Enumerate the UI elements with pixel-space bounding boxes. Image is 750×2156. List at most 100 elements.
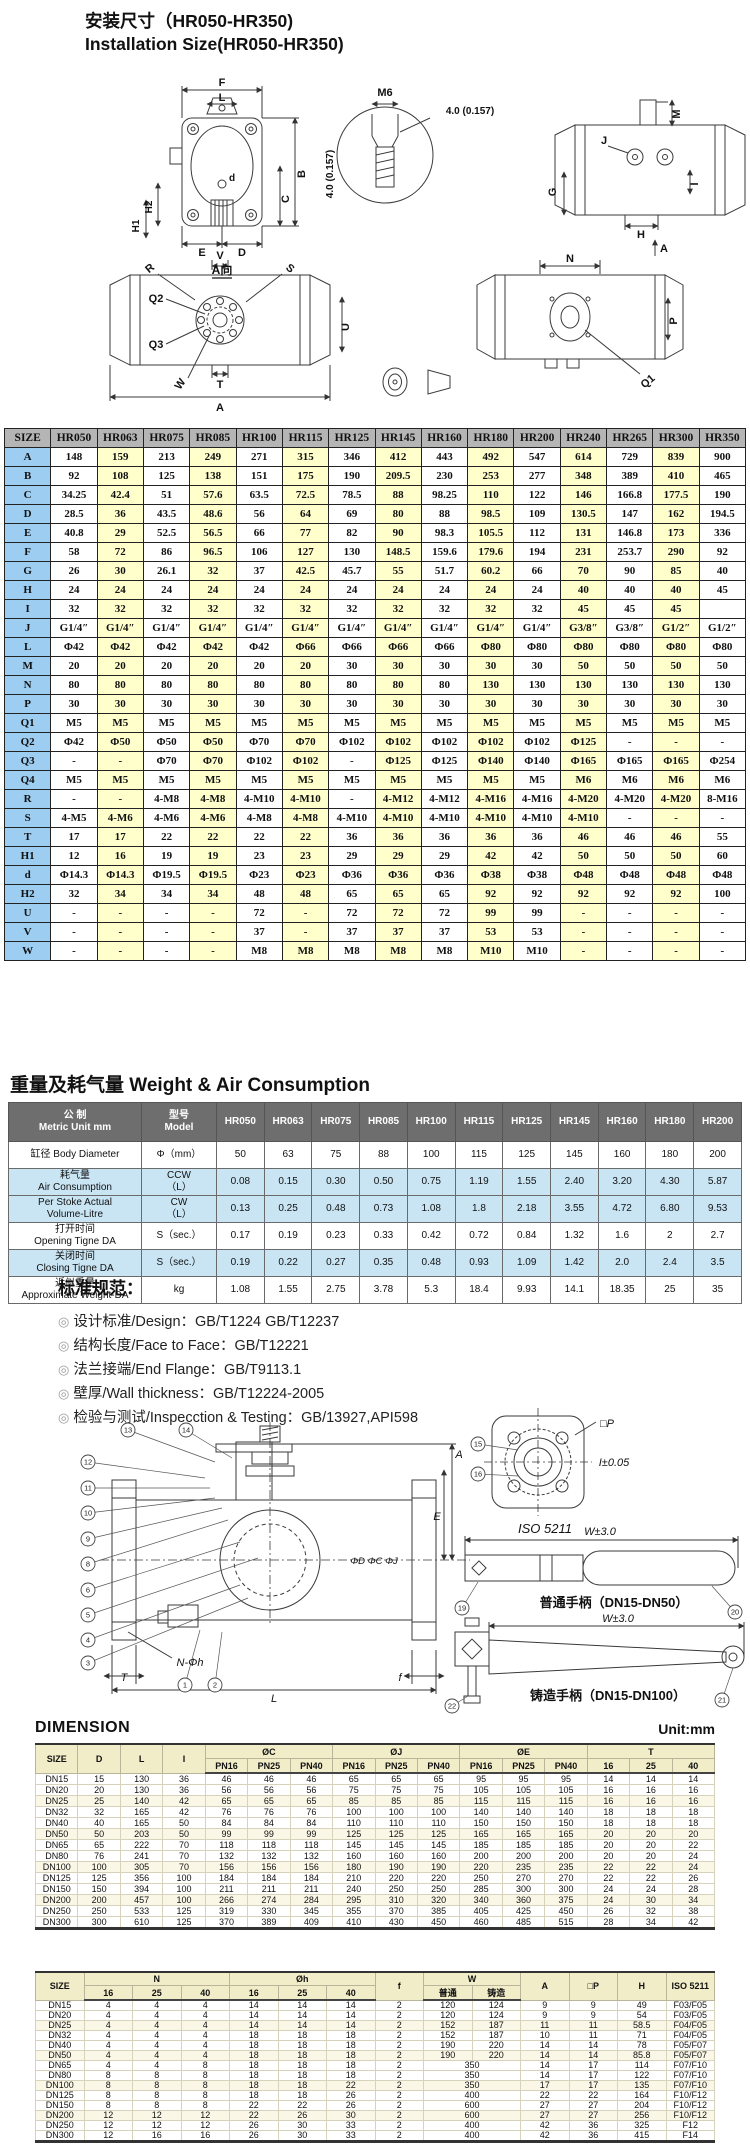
data-cell: 19 bbox=[189, 846, 237, 866]
table-row: H 24 24 24 24 24 24 24 24 24 24 24 40 40 40 45 bbox=[3, 580, 747, 600]
header-cell: Øh bbox=[229, 1971, 376, 1986]
data-cell: 14 bbox=[671, 1772, 716, 1785]
data-cell: 203 bbox=[119, 1828, 164, 1840]
data-cell: 50 bbox=[216, 1141, 265, 1169]
data-cell: 156 bbox=[247, 1861, 291, 1873]
bullet-icon: ◎ bbox=[58, 1410, 70, 1425]
data-cell: 200 bbox=[77, 1894, 121, 1906]
data-cell: 4-M10 bbox=[513, 808, 561, 828]
data-cell: 165 bbox=[119, 1806, 164, 1818]
data-cell: 0.42 bbox=[406, 1222, 456, 1250]
table-row: DN25 4 4 4 14 14 14 2 152 187 11 11 58.5 F04/F05 bbox=[35, 2020, 715, 2031]
data-cell: 12 bbox=[132, 2110, 182, 2121]
data-cell: 85 bbox=[652, 561, 700, 581]
header-cell: F bbox=[3, 542, 52, 562]
header-cell: 40 bbox=[180, 1985, 230, 2001]
table-row: 16 25 40 16 25 40 普通 铸造 bbox=[36, 1985, 715, 2001]
data-cell: 315 bbox=[281, 447, 330, 467]
data-cell: 18 bbox=[229, 2060, 279, 2071]
data-cell: 0.19 bbox=[216, 1249, 265, 1277]
data-cell: 150 bbox=[501, 1817, 546, 1829]
data-cell: 30 bbox=[277, 2120, 327, 2131]
data-cell: 缸径 Body Diameter bbox=[8, 1141, 142, 1169]
data-cell: - bbox=[698, 922, 747, 942]
data-cell: Φ102 bbox=[374, 732, 422, 752]
data-cell: 10 bbox=[520, 2030, 570, 2041]
data-cell: 249 bbox=[189, 447, 237, 467]
header-cell: W bbox=[3, 941, 52, 961]
data-cell: 16 bbox=[671, 1795, 716, 1807]
data-cell: 56 bbox=[235, 504, 283, 524]
data-cell: 614 bbox=[559, 447, 608, 467]
data-cell: Φ80 bbox=[698, 637, 747, 657]
header-cell: HR100 bbox=[406, 1102, 456, 1142]
data-cell: 156 bbox=[204, 1861, 249, 1873]
data-cell: 20 bbox=[77, 1784, 121, 1796]
data-cell: 40 bbox=[606, 580, 654, 600]
data-cell: 100 bbox=[162, 1894, 206, 1906]
dim-label-d-small: d bbox=[229, 173, 235, 184]
header-cell: HR063 bbox=[96, 428, 144, 448]
data-cell: 4-M20 bbox=[559, 789, 608, 809]
data-cell: 14 bbox=[629, 1772, 673, 1785]
data-cell: 40 bbox=[77, 1817, 121, 1829]
data-cell: 32 bbox=[374, 599, 422, 619]
data-cell: Φ102 bbox=[420, 732, 469, 752]
table-row: DN80 8 8 8 18 18 18 2 350 14 17 122 F07/F10 bbox=[35, 2070, 715, 2081]
data-cell: 26 bbox=[229, 2130, 279, 2142]
data-cell: 4 bbox=[132, 2010, 182, 2021]
data-cell: 110 bbox=[332, 1817, 376, 1829]
data-cell: DN15 bbox=[35, 1999, 85, 2011]
data-cell: - bbox=[698, 732, 747, 752]
data-cell: 3.78 bbox=[359, 1276, 408, 1304]
header-cell: HR145 bbox=[550, 1102, 599, 1142]
data-cell: 30 bbox=[374, 694, 422, 714]
data-cell: 88 bbox=[420, 504, 469, 524]
data-cell: 2 bbox=[645, 1222, 695, 1250]
table-row: M 20 20 20 20 20 20 30 30 30 30 30 50 50 50 50 bbox=[3, 656, 747, 676]
data-cell: 28.5 bbox=[50, 504, 98, 524]
data-cell: 20 bbox=[96, 656, 144, 676]
data-cell: 4-M10 bbox=[328, 808, 376, 828]
data-cell: 65 bbox=[204, 1795, 249, 1807]
data-cell: 50 bbox=[162, 1817, 206, 1829]
data-cell: - bbox=[96, 941, 144, 961]
data-cell: Φ42 bbox=[96, 637, 144, 657]
data-cell: 24 bbox=[235, 580, 283, 600]
dim-label-h: H bbox=[637, 229, 645, 241]
callout-number: 6 bbox=[86, 1586, 90, 1595]
data-cell: G1/4″ bbox=[328, 618, 376, 638]
data-cell: 412 bbox=[374, 447, 422, 467]
data-cell: 16 bbox=[586, 1795, 631, 1807]
iso-5211-label: ISO 5211 bbox=[518, 1521, 572, 1536]
data-cell: 0.08 bbox=[216, 1168, 265, 1196]
data-cell: 120 bbox=[423, 2010, 473, 2021]
data-cell: DN200 bbox=[34, 1894, 79, 1906]
header-cell: d bbox=[3, 865, 52, 885]
header-cell: PN16 bbox=[204, 1758, 249, 1774]
data-cell: M6 bbox=[559, 770, 608, 790]
data-cell: 0.27 bbox=[311, 1249, 361, 1277]
data-cell: 14 bbox=[277, 2010, 327, 2021]
data-cell: Φ66 bbox=[281, 637, 330, 657]
data-cell: 4-M8 bbox=[189, 789, 237, 809]
callout-circle bbox=[207, 1677, 223, 1693]
data-cell: 72 bbox=[235, 903, 283, 923]
data-cell: 2 bbox=[374, 2060, 424, 2071]
table-row: SIZE HR050 HR063 HR075 HR085 HR100 HR115 HR125 H… bbox=[3, 428, 747, 448]
data-cell: 18 bbox=[277, 2090, 327, 2101]
data-cell: M5 bbox=[606, 713, 654, 733]
data-cell: 492 bbox=[467, 447, 515, 467]
data-cell: 58.5 bbox=[617, 2020, 667, 2031]
table-row: DN200 12 12 12 22 26 30 2 600 27 27 256 F10/F12 bbox=[35, 2110, 715, 2121]
data-cell: Φ38 bbox=[467, 865, 515, 885]
data-cell: 72 bbox=[374, 903, 422, 923]
valve-dim-t: T bbox=[121, 1672, 129, 1684]
data-cell: 50 bbox=[698, 656, 747, 676]
data-cell: 27 bbox=[568, 2110, 618, 2121]
table-row: 公 制 Metric Unit mm 型号 Model HR050 HR063 HR075 H… bbox=[8, 1102, 742, 1142]
data-cell: M5 bbox=[189, 713, 237, 733]
data-cell: 12 bbox=[83, 2110, 133, 2121]
data-cell: 130 bbox=[119, 1784, 164, 1796]
data-cell: 32 bbox=[77, 1806, 121, 1818]
